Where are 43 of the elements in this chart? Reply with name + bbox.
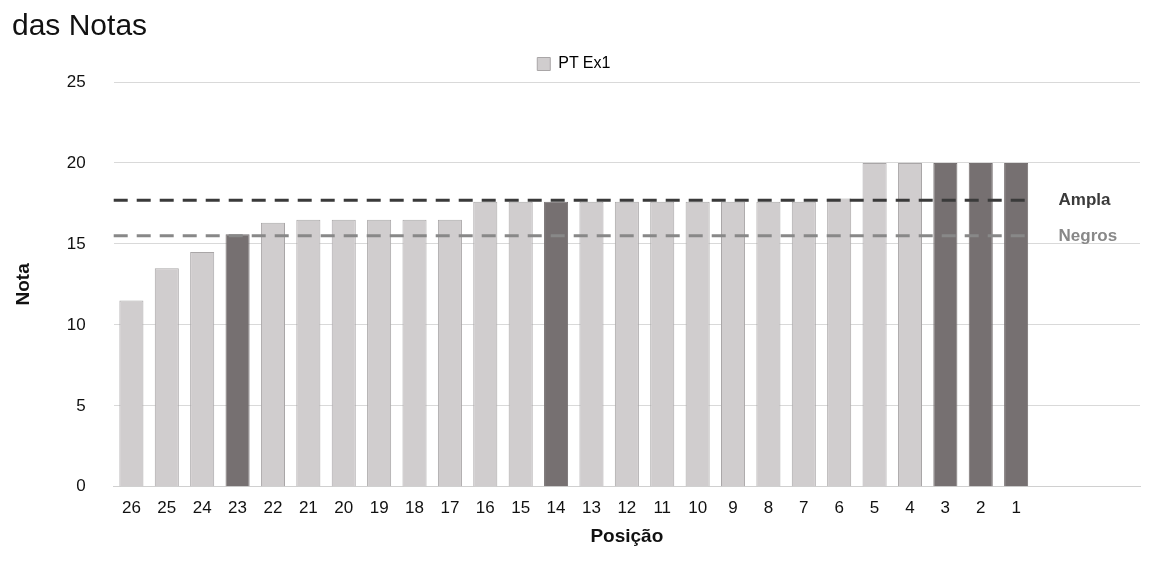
x-tick-label: 21 (298, 497, 318, 517)
x-tick-label: 16 (475, 497, 495, 517)
x-tick-label: 7 (799, 497, 809, 517)
x-tick-label: 19 (369, 497, 389, 517)
ref-line-label: Ampla (1058, 189, 1112, 209)
y-tick-label: 0 (76, 476, 86, 496)
x-tick-label: 26 (121, 497, 141, 517)
x-tick-label: 15 (511, 497, 531, 517)
x-tick-label: 25 (157, 497, 177, 517)
y-tick-label: 20 (66, 152, 86, 172)
x-tick-label: 1 (1011, 497, 1021, 517)
bar (544, 201, 569, 487)
x-axis-title: Posição (590, 524, 664, 546)
x-tick-label: 6 (834, 497, 844, 517)
y-tick-label: 15 (66, 233, 86, 253)
ref-line-label: Negros (1058, 225, 1118, 245)
x-tick-label: 2 (976, 497, 986, 517)
x-tick-label: 8 (763, 497, 774, 517)
x-tick-label: 11 (653, 497, 672, 517)
chart-title: das Notas (12, 8, 149, 42)
x-tick-label: 14 (546, 497, 566, 517)
y-axis-title: Nota (11, 262, 33, 306)
x-tick-label: 13 (582, 497, 601, 517)
x-tick-label: 23 (228, 497, 248, 517)
bar (1004, 162, 1029, 487)
bar (225, 234, 250, 487)
y-tick-label: 5 (76, 395, 86, 415)
x-tick-label: 22 (263, 497, 283, 517)
bar (933, 162, 958, 487)
x-tick-label: 24 (192, 497, 212, 517)
x-tick-label: 4 (905, 497, 915, 517)
y-tick-label: 25 (66, 71, 86, 91)
x-tick-label: 20 (334, 497, 354, 517)
legend-label: PT Ex1 (558, 54, 611, 72)
x-tick-label: 9 (728, 497, 738, 517)
x-tick-label: 3 (940, 497, 951, 517)
x-tick-label: 12 (617, 497, 637, 517)
y-tick-label: 10 (66, 314, 86, 334)
x-tick-label: 17 (440, 497, 460, 517)
bar (968, 162, 993, 487)
x-tick-label: 18 (405, 497, 424, 517)
x-tick-label: 10 (688, 497, 708, 517)
x-tick-label: 5 (869, 497, 880, 517)
